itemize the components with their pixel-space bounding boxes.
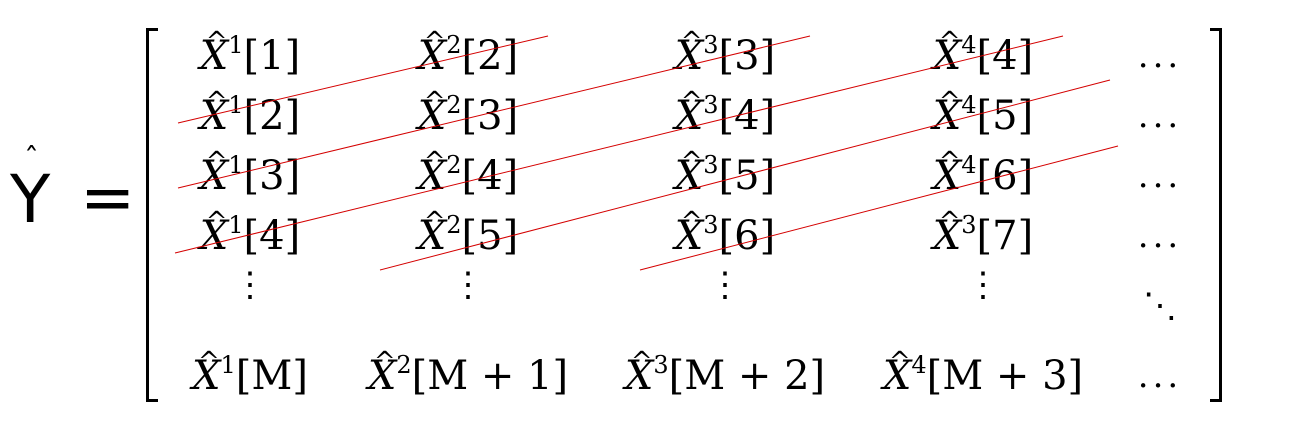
superscript: 2: [446, 151, 462, 179]
index: [M]: [235, 353, 308, 399]
x-hat-symbol: X: [625, 332, 653, 406]
superscript: 1: [220, 351, 236, 379]
ellipsis-cell: ...: [1137, 356, 1183, 396]
index: [5]: [976, 93, 1034, 139]
ellipsis-cell: ...: [1137, 216, 1183, 256]
index: [M + 1]: [411, 353, 569, 399]
ellipsis-cell: ...: [1137, 156, 1183, 196]
matrix-entry: X2[M + 1]: [368, 332, 569, 406]
vertical-dots-cell: ⋮: [966, 265, 1000, 305]
superscript: 3: [703, 31, 719, 59]
x-hat-symbol: X: [368, 332, 396, 406]
matrix-entry: X3[6]: [675, 192, 776, 266]
strike-line-3: [174, 35, 1064, 254]
index: [5]: [718, 153, 776, 199]
superscript: 4: [961, 151, 977, 179]
matrix-entry: X2[5]: [418, 192, 519, 266]
diagonal-dots-cell: ⋱: [1143, 286, 1177, 326]
superscript: 2: [446, 91, 462, 119]
index: [6]: [718, 213, 776, 259]
vertical-dots-cell: ⋮: [233, 265, 267, 305]
x-hat-symbol: X: [883, 332, 911, 406]
matrix-entry: X3[7]: [933, 192, 1034, 266]
index: [6]: [976, 153, 1034, 199]
matrix-entry: X1[4]: [200, 192, 301, 266]
right-bracket: [1210, 28, 1222, 402]
superscript: 2: [446, 31, 462, 59]
index: [M + 2]: [668, 353, 826, 399]
index: [3]: [461, 93, 519, 139]
superscript: 4: [961, 91, 977, 119]
matrix-entry: X4[M + 3]: [883, 332, 1084, 406]
ellipsis-cell: ...: [1137, 36, 1183, 76]
superscript: 3: [703, 151, 719, 179]
index: [4]: [243, 213, 301, 259]
index: [4]: [461, 153, 519, 199]
ellipsis-cell: ...: [1137, 96, 1183, 136]
index: [4]: [976, 33, 1034, 79]
superscript: 3: [703, 91, 719, 119]
x-hat-symbol: X: [200, 192, 228, 266]
x-hat-symbol: X: [933, 192, 961, 266]
index: [2]: [243, 93, 301, 139]
index: [3]: [718, 33, 776, 79]
vertical-dots-cell: ⋮: [708, 265, 742, 305]
superscript: 2: [396, 351, 412, 379]
equals-sign: =: [80, 159, 136, 236]
index: [7]: [976, 213, 1034, 259]
matrix-entry: X3[M + 2]: [625, 332, 826, 406]
superscript: 3: [703, 211, 719, 239]
superscript: 1: [228, 211, 244, 239]
superscript: 3: [653, 351, 669, 379]
superscript: 1: [228, 91, 244, 119]
index: [1]: [243, 33, 301, 79]
index: [2]: [461, 33, 519, 79]
superscript: 3: [961, 211, 977, 239]
y-symbol: Y: [10, 161, 51, 238]
hat-accent: ˆ: [24, 142, 39, 177]
superscript: 1: [228, 31, 244, 59]
superscript: 4: [961, 31, 977, 59]
x-hat-symbol: X: [675, 192, 703, 266]
x-hat-symbol: X: [418, 192, 446, 266]
superscript: 1: [228, 151, 244, 179]
vertical-dots-cell: ⋮: [451, 265, 485, 305]
index: [5]: [461, 213, 519, 259]
matrix-entry: X1[M]: [192, 332, 308, 406]
left-bracket: [146, 28, 158, 402]
index: [3]: [243, 153, 301, 199]
x-hat-symbol: X: [192, 332, 220, 406]
index: [4]: [718, 93, 776, 139]
superscript: 4: [911, 351, 927, 379]
index: [M + 3]: [926, 353, 1084, 399]
lhs-y-hat: ˆ Y =: [4, 142, 136, 260]
superscript: 2: [446, 211, 462, 239]
